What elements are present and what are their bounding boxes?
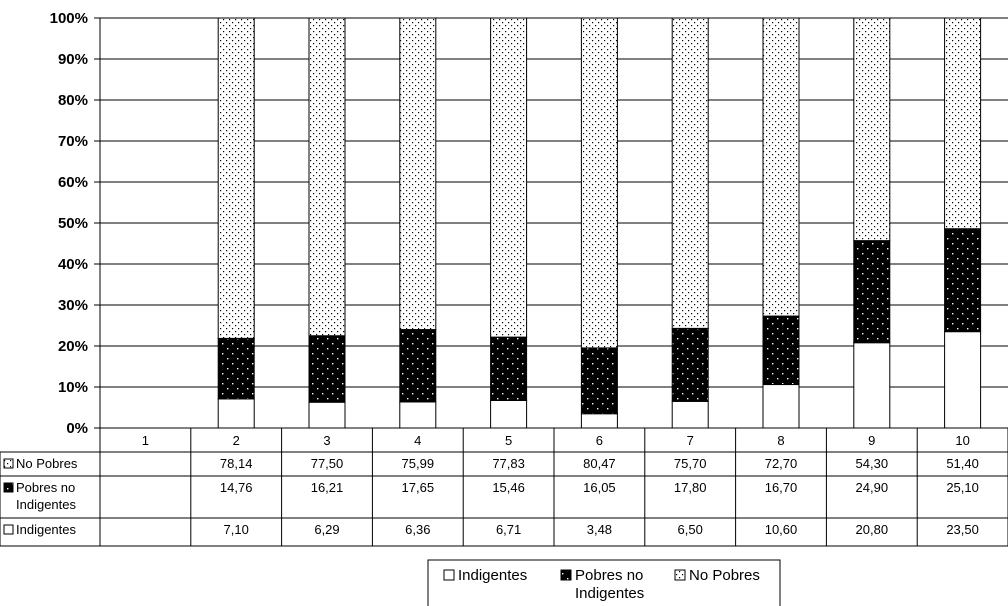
bar-segment-pobres-no-indigentes [399,329,437,403]
table-legend-key [3,458,14,469]
bar-segment-no-pobres [671,17,709,329]
bar-segment-indigentes [399,401,437,429]
x-category-label: 4 [414,433,421,448]
x-category-label: 7 [687,433,694,448]
legend-label: Indigentes [458,567,527,584]
bar-segment-pobres-no-indigentes [580,347,618,415]
legend-label: Pobres no [575,567,643,584]
y-tick-label: 70% [58,133,88,150]
table-row-label: Pobres no [16,480,75,495]
y-tick-label: 30% [58,297,88,314]
y-tick-label: 80% [58,92,88,109]
table-legend-key [3,482,14,493]
table-row-label: Indigentes [16,497,76,512]
data-label: 78,14 [220,456,253,471]
data-label: 6,29 [314,522,339,537]
data-label: 14,76 [220,480,253,495]
data-label: 16,21 [311,480,344,495]
y-tick-label: 20% [58,338,88,355]
bar-segment-indigentes [762,384,800,429]
data-label: 25,10 [946,480,979,495]
bar-segment-no-pobres [217,17,255,339]
data-label: 72,70 [765,456,798,471]
data-label: 24,90 [856,480,889,495]
data-label: 51,40 [946,456,979,471]
bars [217,17,982,429]
y-tick-label: 90% [58,51,88,68]
data-label: 6,71 [496,522,521,537]
y-tick-label: 10% [58,379,88,396]
data-table: 1 2 3 4 5 6 7 8 9 10 No Pobres 78,14 77,50 75,99 77,83… [0,427,1008,547]
table-row-label: No Pobres [16,456,78,471]
y-tick-label: 60% [58,174,88,191]
bar-segment-indigentes [580,413,618,429]
data-label: 17,65 [402,480,435,495]
y-tick-label: 40% [58,256,88,273]
y-tick-label: 0% [66,420,88,437]
legend-key [560,569,572,581]
data-label: 20,80 [856,522,889,537]
x-category-label: 10 [955,433,969,448]
bar-segment-no-pobres [490,17,528,338]
data-label: 7,10 [224,522,249,537]
bar-segment-no-pobres [762,17,800,317]
data-label: 54,30 [856,456,889,471]
bar-segment-no-pobres [399,17,437,331]
bar-segment-pobres-no-indigentes [490,336,528,401]
data-label: 75,99 [402,456,435,471]
x-category-label: 9 [868,433,875,448]
data-label: 17,80 [674,480,707,495]
x-category-label: 1 [142,433,149,448]
x-category-label: 8 [777,433,784,448]
x-category-label: 5 [505,433,512,448]
bar-segment-pobres-no-indigentes [944,228,982,333]
table-legend-key [3,524,14,535]
bar-segment-no-pobres [944,17,982,230]
data-label: 6,36 [405,522,430,537]
bar-segment-indigentes [671,400,709,429]
y-tick-label: 50% [58,215,88,232]
bar-segment-indigentes [944,331,982,429]
data-label: 75,70 [674,456,707,471]
bar-segment-no-pobres [580,17,618,349]
bar-segment-no-pobres [853,17,891,242]
bar-segment-indigentes [217,398,255,429]
data-label: 10,60 [765,522,798,537]
data-label: 77,83 [492,456,525,471]
x-category-label: 2 [233,433,240,448]
legend-box [427,559,781,606]
bar-segment-pobres-no-indigentes [762,315,800,386]
legend-key [674,569,686,581]
data-label: 15,46 [492,480,525,495]
y-axis: 0% 10% 20% 30% 40% 50% 60% 70% 80% 90% 100% [50,10,101,437]
legend-label: Indigentes [575,585,644,602]
data-label: 80,47 [583,456,616,471]
bar-segment-indigentes [853,342,891,429]
bar-segment-indigentes [490,399,528,429]
x-category-label: 6 [596,433,603,448]
data-label: 77,50 [311,456,344,471]
data-label: 23,50 [946,522,979,537]
bar-segment-indigentes [308,401,346,429]
bar-segment-pobres-no-indigentes [671,327,709,402]
x-category-label: 3 [323,433,330,448]
legend-key [443,569,455,581]
bar-segment-pobres-no-indigentes [217,337,255,400]
data-label: 16,05 [583,480,616,495]
table-row-label: Indigentes [16,522,76,537]
data-label: 6,50 [678,522,703,537]
bar-segment-pobres-no-indigentes [308,335,346,403]
legend-label: No Pobres [689,567,760,584]
y-tick-label: 100% [50,10,88,27]
data-label: 3,48 [587,522,612,537]
bar-segment-no-pobres [308,17,346,337]
data-label: 16,70 [765,480,798,495]
bar-segment-pobres-no-indigentes [853,240,891,344]
